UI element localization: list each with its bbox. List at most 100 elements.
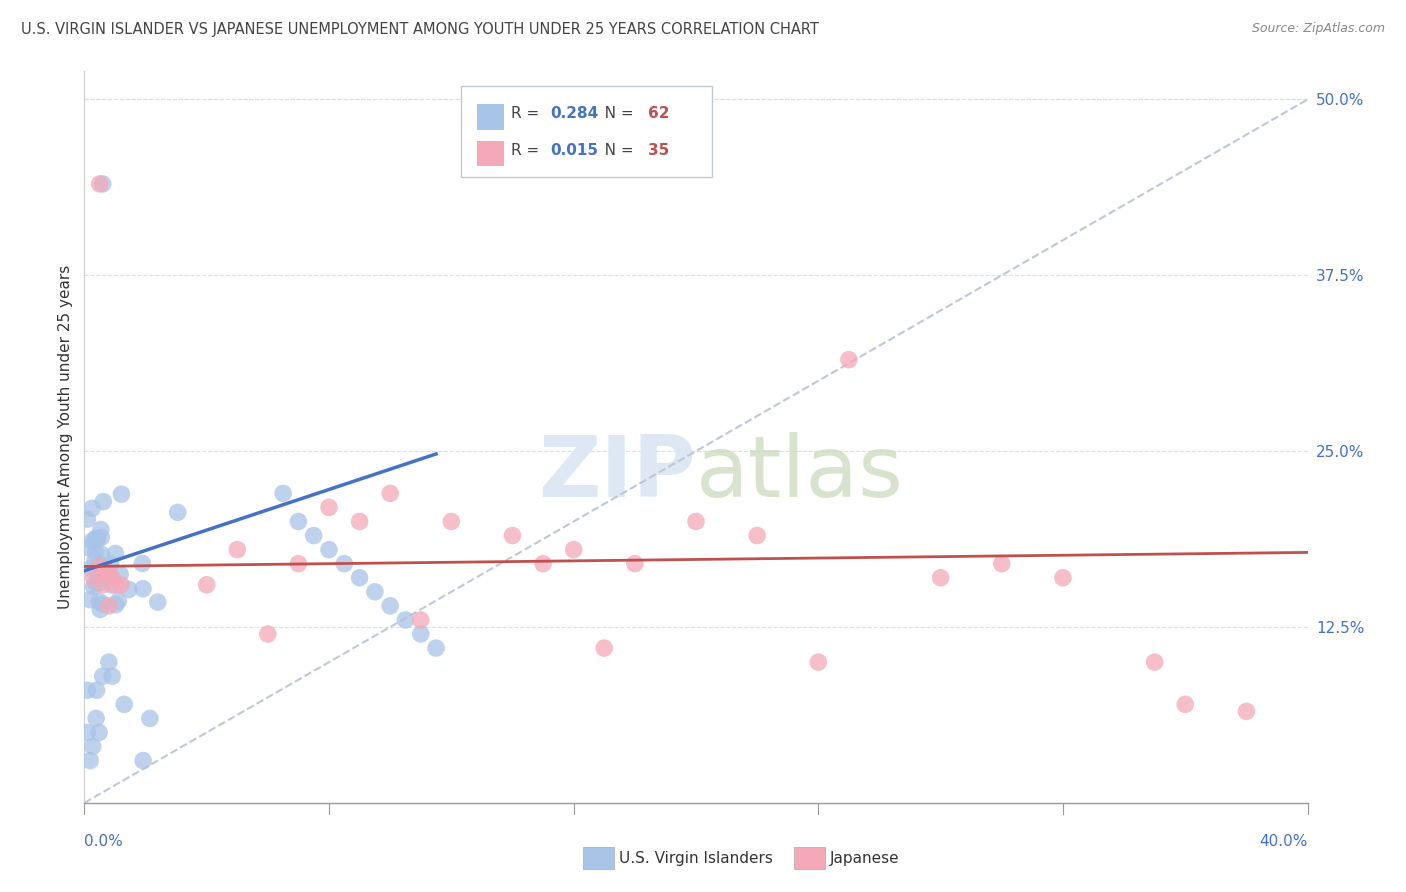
Text: N =: N = (589, 106, 638, 121)
Japanese (380, 486, 402, 500)
Japanese (91, 578, 114, 592)
U.S. Virgin Islanders (101, 669, 124, 683)
Japanese (287, 557, 309, 571)
U.S. Virgin Islanders (287, 515, 309, 529)
U.S. Virgin Islanders (84, 576, 107, 591)
Text: 40.0%: 40.0% (1260, 834, 1308, 849)
Japanese (104, 578, 127, 592)
Japanese (195, 578, 218, 592)
Japanese (97, 599, 120, 613)
U.S. Virgin Islanders (132, 754, 155, 768)
U.S. Virgin Islanders (76, 725, 98, 739)
U.S. Virgin Islanders (380, 599, 402, 613)
U.S. Virgin Islanders (131, 557, 153, 571)
U.S. Virgin Islanders (82, 533, 104, 548)
Y-axis label: Unemployment Among Youth under 25 years: Unemployment Among Youth under 25 years (58, 265, 73, 609)
Japanese (89, 177, 111, 191)
U.S. Virgin Islanders (118, 582, 141, 597)
U.S. Virgin Islanders (93, 560, 115, 574)
FancyBboxPatch shape (461, 86, 711, 178)
Text: N =: N = (589, 143, 638, 158)
U.S. Virgin Islanders (84, 711, 107, 725)
Japanese (593, 641, 616, 656)
U.S. Virgin Islanders (82, 739, 104, 754)
Japanese (1052, 571, 1074, 585)
U.S. Virgin Islanders (84, 546, 107, 560)
U.S. Virgin Islanders (89, 575, 111, 590)
Japanese (318, 500, 340, 515)
U.S. Virgin Islanders (333, 557, 356, 571)
U.S. Virgin Islanders (94, 564, 117, 578)
U.S. Virgin Islanders (86, 533, 108, 547)
Japanese (89, 559, 111, 574)
U.S. Virgin Islanders (76, 541, 98, 555)
Text: atlas: atlas (696, 432, 904, 516)
Text: R =: R = (512, 143, 544, 158)
Japanese (1236, 705, 1258, 719)
U.S. Virgin Islanders (86, 683, 108, 698)
Japanese (97, 566, 120, 581)
U.S. Virgin Islanders (84, 553, 107, 567)
U.S. Virgin Islanders (80, 501, 103, 516)
Text: Source: ZipAtlas.com: Source: ZipAtlas.com (1251, 22, 1385, 36)
U.S. Virgin Islanders (97, 655, 120, 669)
U.S. Virgin Islanders (104, 547, 127, 561)
U.S. Virgin Islanders (104, 598, 127, 612)
Japanese (349, 515, 371, 529)
Japanese (1143, 655, 1166, 669)
Japanese (83, 571, 105, 585)
Japanese (624, 557, 647, 571)
Japanese (807, 655, 830, 669)
U.S. Virgin Islanders (90, 547, 112, 561)
U.S. Virgin Islanders (349, 571, 371, 585)
U.S. Virgin Islanders (271, 486, 294, 500)
U.S. Virgin Islanders (139, 711, 162, 725)
Japanese (94, 564, 117, 578)
Text: 0.015: 0.015 (550, 143, 599, 158)
Text: 62: 62 (648, 106, 669, 121)
Text: Japanese: Japanese (830, 851, 900, 865)
U.S. Virgin Islanders (84, 532, 107, 546)
U.S. Virgin Islanders (87, 572, 110, 586)
U.S. Virgin Islanders (146, 595, 169, 609)
Text: R =: R = (512, 106, 544, 121)
U.S. Virgin Islanders (87, 725, 110, 739)
FancyBboxPatch shape (477, 104, 503, 130)
U.S. Virgin Islanders (80, 561, 103, 575)
Text: 0.0%: 0.0% (84, 834, 124, 849)
Japanese (440, 515, 463, 529)
U.S. Virgin Islanders (409, 627, 432, 641)
U.S. Virgin Islanders (302, 528, 325, 542)
Japanese (747, 528, 769, 542)
U.S. Virgin Islanders (110, 487, 132, 501)
U.S. Virgin Islanders (90, 523, 112, 537)
U.S. Virgin Islanders (89, 594, 111, 608)
Japanese (1174, 698, 1197, 712)
U.S. Virgin Islanders (91, 494, 114, 508)
Japanese (101, 571, 124, 585)
U.S. Virgin Islanders (83, 579, 105, 593)
Japanese (110, 578, 132, 592)
Japanese (226, 542, 249, 557)
U.S. Virgin Islanders (318, 542, 340, 557)
U.S. Virgin Islanders (107, 594, 129, 608)
U.S. Virgin Islanders (112, 698, 135, 712)
U.S. Virgin Islanders (79, 592, 101, 607)
U.S. Virgin Islanders (76, 512, 98, 526)
Japanese (562, 542, 585, 557)
Japanese (91, 564, 114, 578)
U.S. Virgin Islanders (100, 557, 122, 571)
U.S. Virgin Islanders (87, 572, 110, 586)
U.S. Virgin Islanders (364, 584, 387, 599)
U.S. Virgin Islanders (91, 177, 114, 191)
Text: 0.284: 0.284 (550, 106, 599, 121)
U.S. Virgin Islanders (100, 578, 122, 592)
Japanese (685, 515, 707, 529)
U.S. Virgin Islanders (394, 613, 416, 627)
U.S. Virgin Islanders (425, 641, 447, 656)
Japanese (929, 571, 952, 585)
Japanese (838, 352, 860, 367)
U.S. Virgin Islanders (76, 683, 98, 698)
Text: ZIP: ZIP (538, 432, 696, 516)
U.S. Virgin Islanders (79, 754, 101, 768)
